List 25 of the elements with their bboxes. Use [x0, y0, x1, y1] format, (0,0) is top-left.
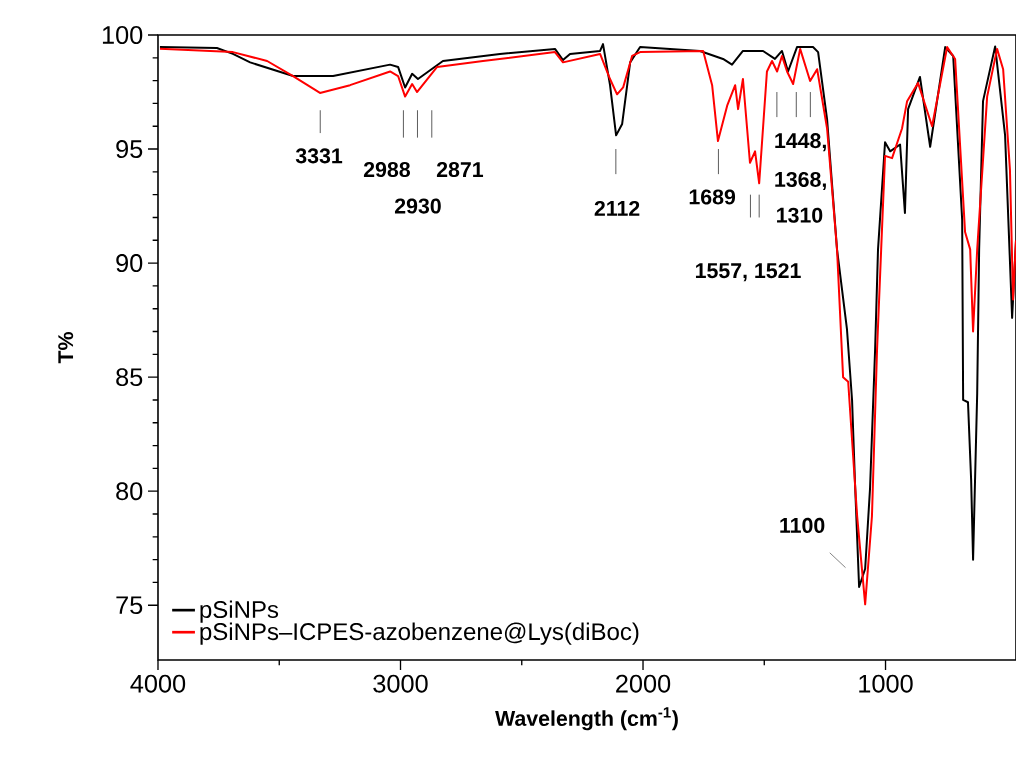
y-tick-label: 75: [116, 596, 143, 615]
x-axis-title: Wavelength (cm$^{-1}$): [495, 707, 678, 731]
annotation: 2112: [594, 200, 640, 216]
x-tick-label: 4000: [130, 674, 186, 693]
y-tick-label: 80: [116, 482, 143, 501]
annotation: 2988: [363, 162, 410, 178]
annotation: 2871: [436, 162, 484, 178]
annotation: 1100: [780, 517, 825, 533]
y-tick-label: 95: [116, 140, 143, 159]
y-axis-title: T%: [58, 332, 74, 364]
x-tick-label: 3000: [373, 674, 428, 693]
annotation: 1448,: [775, 133, 826, 152]
annotation: 1689: [689, 189, 736, 205]
annotation: 1310: [777, 207, 823, 223]
x-tick-label: 1000: [859, 674, 913, 693]
legend-label: pSiNPs: [200, 600, 279, 623]
annotation: 1368,: [775, 171, 826, 191]
y-tick-label: 90: [116, 254, 143, 273]
annotation: 1557, 1521: [695, 263, 801, 282]
x-tick-label: 2000: [616, 674, 671, 693]
annotation: 3331: [295, 148, 343, 164]
y-tick-label: 85: [116, 368, 143, 387]
legend-label: pSiNPs–ICPES-azobenzene@Lys(diBoc): [200, 622, 639, 645]
y-tick-label: 100: [102, 26, 143, 44]
annotation: 2930: [394, 198, 441, 214]
